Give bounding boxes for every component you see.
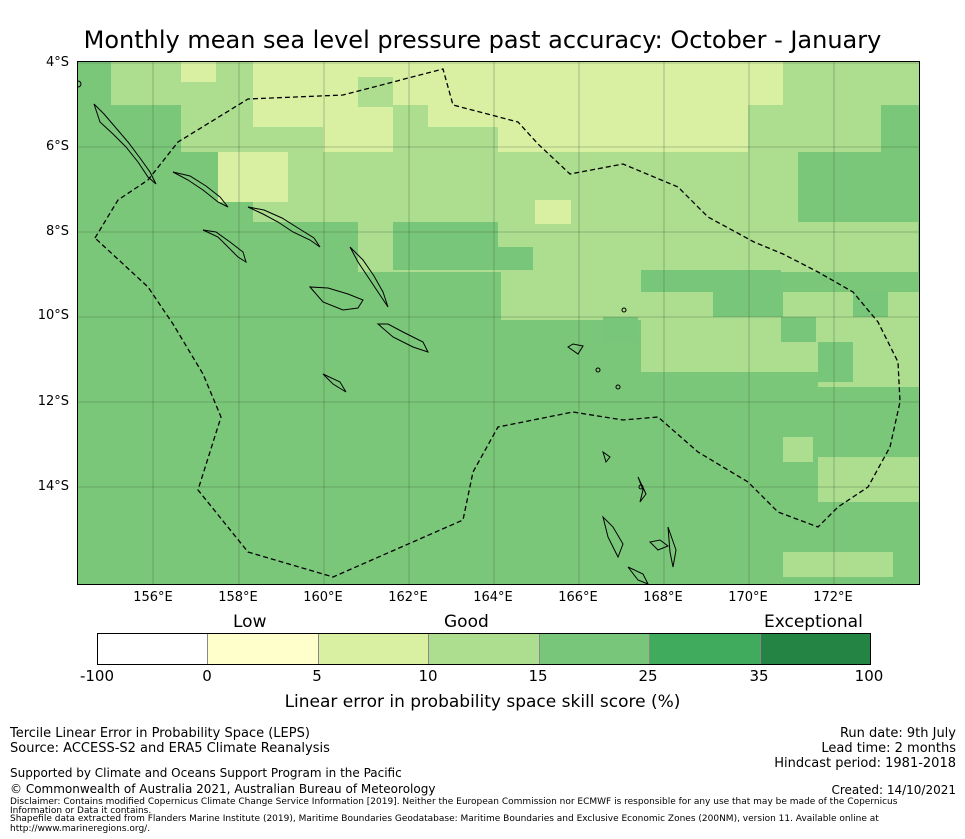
lat-label: 6°S <box>45 139 69 154</box>
lead-time: Lead time: 2 months <box>821 741 956 756</box>
hindcast-period: Hindcast period: 1981-2018 <box>774 756 956 771</box>
lat-label: 4°S <box>45 55 69 70</box>
lon-label: 166°E <box>558 590 598 605</box>
lat-label: 12°S <box>37 394 69 409</box>
coastlines <box>78 80 677 584</box>
legend-category-exceptional: Exceptional <box>764 612 863 632</box>
colorbar-tick: 0 <box>202 667 212 685</box>
colorbar-tick: 10 <box>418 667 438 685</box>
footer-source: Source: ACCESS-S2 and ERA5 Climate Reana… <box>10 741 330 756</box>
footer-disclaimer: Shapefile data extracted from Flanders M… <box>10 814 879 824</box>
lon-label: 164°E <box>473 590 513 605</box>
map-title: Monthly mean sea level pressure past acc… <box>83 26 882 54</box>
colorbar-tick: 5 <box>312 667 322 685</box>
colorbar-tick: 35 <box>749 667 769 685</box>
skill-cells-high <box>393 222 888 382</box>
footer-support: Supported by Climate and Oceans Support … <box>10 766 402 780</box>
colorbar-segment <box>318 634 430 664</box>
footer-disclaimer: Disclaimer: Contains modified Copernicus… <box>10 797 898 807</box>
colorbar-segment <box>539 634 651 664</box>
footer-disclaimer: http://www.marineregions.org/. <box>10 824 151 834</box>
footer-disclaimer: Information or Data it contains. <box>10 806 152 816</box>
legend-category-good: Good <box>444 612 489 632</box>
lat-label: 10°S <box>37 308 69 323</box>
eez-boundary <box>94 68 901 578</box>
colorbar-segment <box>650 634 761 664</box>
lon-label: 170°E <box>728 590 768 605</box>
legend-category-low: Low <box>233 612 267 632</box>
colorbar-label: Linear error in probability space skill … <box>284 692 681 712</box>
map-canvas <box>78 62 919 584</box>
colorbar <box>97 633 871 665</box>
created-date: Created: 14/10/2021 <box>831 783 956 797</box>
skill-score-map <box>77 61 920 585</box>
colorbar-tick: -100 <box>79 667 115 685</box>
skill-cells-moderate <box>181 62 783 224</box>
colorbar-tick: 100 <box>854 667 884 685</box>
lon-label: 172°E <box>813 590 853 605</box>
lon-label: 160°E <box>303 590 343 605</box>
footer-copyright: © Commonwealth of Australia 2021, Austra… <box>10 782 436 796</box>
colorbar-tick: 15 <box>528 667 548 685</box>
colorbar-segment <box>98 634 209 664</box>
colorbar-tick: 25 <box>638 667 658 685</box>
lon-label: 158°E <box>218 590 258 605</box>
lon-label: 162°E <box>388 590 428 605</box>
colorbar-segment <box>429 634 540 664</box>
colorbar-segment <box>760 634 870 664</box>
lon-label: 168°E <box>643 590 683 605</box>
colorbar-segment <box>208 634 319 664</box>
lon-label: 156°E <box>133 590 173 605</box>
graticule <box>78 62 919 584</box>
lat-label: 8°S <box>45 224 69 239</box>
footer-method: Tercile Linear Error in Probability Spac… <box>10 726 310 741</box>
run-date: Run date: 9th July <box>839 726 956 741</box>
lat-label: 14°S <box>37 479 69 494</box>
